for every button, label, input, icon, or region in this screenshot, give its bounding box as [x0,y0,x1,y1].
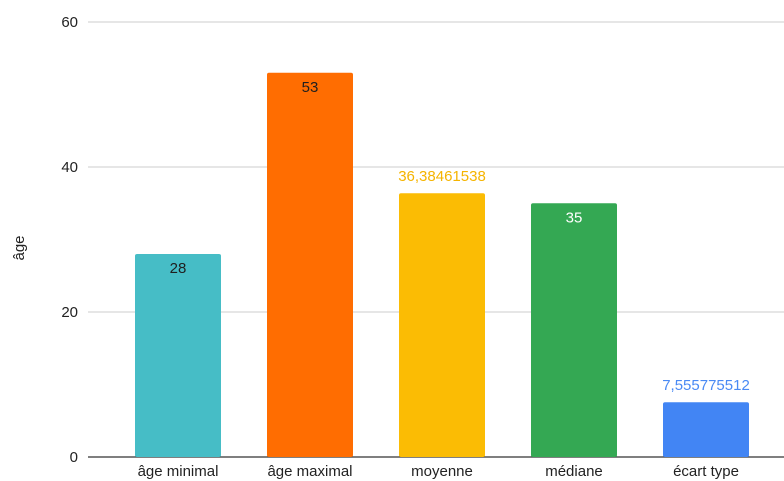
y-tick-label: 0 [70,449,78,466]
x-tick-label: moyenne [411,463,473,480]
y-tick-label: 20 [61,304,78,321]
bar [663,402,749,457]
data-labels: 28 53 36,38461538 35 7,555775512 [170,79,750,394]
y-axis: 0 20 40 60 [61,14,78,466]
bar [399,193,485,457]
bar [135,254,221,457]
y-tick-label: 60 [61,14,78,31]
x-tick-label: écart type [673,463,739,480]
data-label: 36,38461538 [398,168,486,185]
x-tick-label: médiane [545,463,603,480]
data-label: 28 [170,260,187,277]
x-axis: âge minimal âge maximal moyenne médiane écar… [138,463,739,480]
data-label: 7,555775512 [662,377,750,394]
y-tick-label: 40 [61,159,78,176]
data-label: 53 [302,79,319,96]
bars [135,72,749,457]
bar [267,72,353,457]
data-label: 35 [566,209,583,226]
x-tick-label: âge minimal [138,463,219,480]
bar [531,203,617,457]
y-axis-title: âge [11,235,28,260]
x-tick-label: âge maximal [267,463,352,480]
